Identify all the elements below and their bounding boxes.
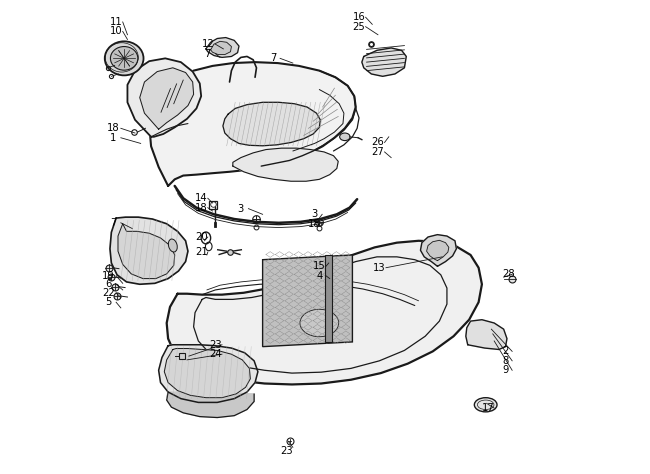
Polygon shape xyxy=(421,235,456,266)
Polygon shape xyxy=(166,241,482,384)
Text: 19: 19 xyxy=(102,271,115,281)
Ellipse shape xyxy=(340,133,350,141)
Polygon shape xyxy=(110,217,188,284)
Polygon shape xyxy=(362,48,406,76)
Text: 22: 22 xyxy=(102,288,115,298)
Polygon shape xyxy=(140,68,194,129)
Text: 3: 3 xyxy=(238,204,244,214)
Text: 11: 11 xyxy=(110,17,122,27)
Text: 17: 17 xyxy=(482,403,495,413)
Polygon shape xyxy=(466,319,507,349)
Polygon shape xyxy=(263,255,352,346)
Polygon shape xyxy=(206,37,239,57)
Polygon shape xyxy=(166,392,254,418)
Text: 8: 8 xyxy=(502,356,509,366)
Polygon shape xyxy=(211,41,231,55)
Polygon shape xyxy=(233,148,338,181)
Text: 13: 13 xyxy=(373,263,385,273)
Text: 5: 5 xyxy=(105,297,112,307)
Text: 6: 6 xyxy=(105,279,112,289)
Text: 7: 7 xyxy=(110,218,116,228)
Polygon shape xyxy=(118,224,175,279)
Text: 2: 2 xyxy=(502,346,509,356)
Ellipse shape xyxy=(105,41,144,75)
Polygon shape xyxy=(150,62,356,186)
Text: 15: 15 xyxy=(313,261,326,271)
Text: 28: 28 xyxy=(502,269,515,279)
Polygon shape xyxy=(127,58,202,137)
Text: 23: 23 xyxy=(209,340,222,350)
Text: 1: 1 xyxy=(110,133,116,143)
Polygon shape xyxy=(426,240,448,261)
Text: 18: 18 xyxy=(107,123,120,133)
Ellipse shape xyxy=(168,239,177,252)
Text: 10: 10 xyxy=(110,27,122,36)
Ellipse shape xyxy=(474,398,497,412)
Polygon shape xyxy=(223,102,320,146)
Ellipse shape xyxy=(111,46,138,70)
Text: 14: 14 xyxy=(195,193,207,203)
Text: 4: 4 xyxy=(316,271,322,281)
Polygon shape xyxy=(325,255,332,342)
Text: 18: 18 xyxy=(308,219,321,229)
Text: 7: 7 xyxy=(205,49,211,59)
Text: 7: 7 xyxy=(270,54,276,64)
Text: 27: 27 xyxy=(372,147,384,157)
Text: 21: 21 xyxy=(195,247,207,257)
Polygon shape xyxy=(159,345,258,402)
Text: 24: 24 xyxy=(209,349,222,359)
Polygon shape xyxy=(164,348,250,398)
Text: 23: 23 xyxy=(280,446,292,456)
Text: 12: 12 xyxy=(202,39,214,49)
Text: 18: 18 xyxy=(195,203,207,213)
Text: 20: 20 xyxy=(195,232,207,242)
Text: 26: 26 xyxy=(372,137,384,147)
Text: 9: 9 xyxy=(502,365,509,375)
Text: 3: 3 xyxy=(311,210,318,219)
Ellipse shape xyxy=(296,306,343,340)
Ellipse shape xyxy=(300,310,339,337)
Text: 16: 16 xyxy=(353,12,365,22)
Text: 25: 25 xyxy=(353,22,365,32)
